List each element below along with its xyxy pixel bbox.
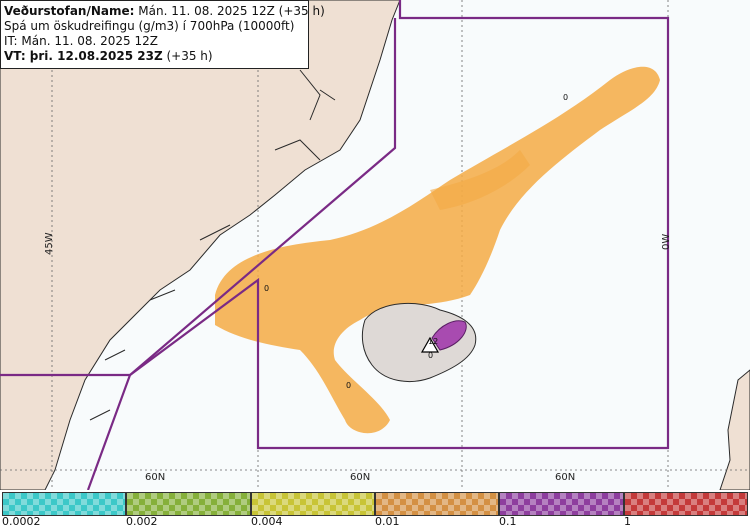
greenland-land [0, 0, 401, 490]
legend-band-3 [251, 492, 375, 516]
forecast-boundary [0, 0, 670, 490]
legend-band-6 [624, 492, 748, 516]
legend-tick: 0.004 [251, 515, 283, 528]
lat-label: 60N [145, 472, 166, 483]
volcano-marker [420, 336, 440, 353]
lon-label-0w: 0W [661, 233, 672, 250]
ash-plume-high [431, 320, 467, 351]
info-line-vt-value: (+35 h) [166, 49, 213, 63]
info-line-it: IT: Mán. 11. 08. 2025 12Z [4, 34, 158, 48]
fjord-lines [89, 69, 336, 421]
norway-land [719, 369, 750, 490]
forecast-info-box: Veðurstofan/Name: Mán. 11. 08. 2025 12Z … [0, 0, 325, 69]
ash-plume-low [215, 66, 660, 434]
contour-labels: 0 0 0 0 12 [264, 93, 568, 390]
contour-label: 0 [428, 351, 433, 360]
legend-tick: 0.002 [126, 515, 158, 528]
info-line-title: Spá um öskudreifingu (g/m3) í 700hPa (10… [4, 19, 295, 33]
contour-label: 0 [346, 381, 351, 390]
info-line-name-value: Mán. 11. 08. 2025 12Z (+35 h) [138, 4, 325, 18]
info-line-vt: VT: þri. 12.08.2025 23Z (+35 h) [4, 49, 304, 64]
contour-label: 0 [563, 93, 568, 102]
contour-label: 12 [428, 337, 438, 346]
legend-band-1 [2, 492, 126, 516]
concentration-legend: 0.0002 0.002 0.004 0.01 0.1 1 [0, 490, 750, 532]
legend-tick: 1 [624, 515, 631, 528]
legend-band-4 [375, 492, 499, 516]
lon-label-45w: 45W [44, 232, 55, 255]
info-line-vt-label: VT: þri. 12.08.2025 23Z [4, 49, 163, 63]
info-line-name-label: Veðurstofan/Name: [4, 4, 135, 18]
contour-label: 0 [264, 284, 269, 293]
lat-label: 60N [350, 472, 371, 483]
info-line-name: Veðurstofan/Name: Mán. 11. 08. 2025 12Z … [4, 4, 325, 19]
lat-label: 60N [555, 472, 576, 483]
legend-tick: 0.0002 [2, 515, 41, 528]
legend-band-5 [499, 492, 624, 516]
map-graphics: 0 0 0 0 12 [0, 0, 750, 490]
map-canvas[interactable]: 0 0 0 0 12 45W 0W 60N 60N 60N Veðurstofa… [0, 0, 750, 490]
legend-tick: 0.01 [375, 515, 400, 528]
iceland-land [361, 302, 477, 383]
legend-tick: 0.1 [499, 515, 517, 528]
legend-band-2 [126, 492, 251, 516]
